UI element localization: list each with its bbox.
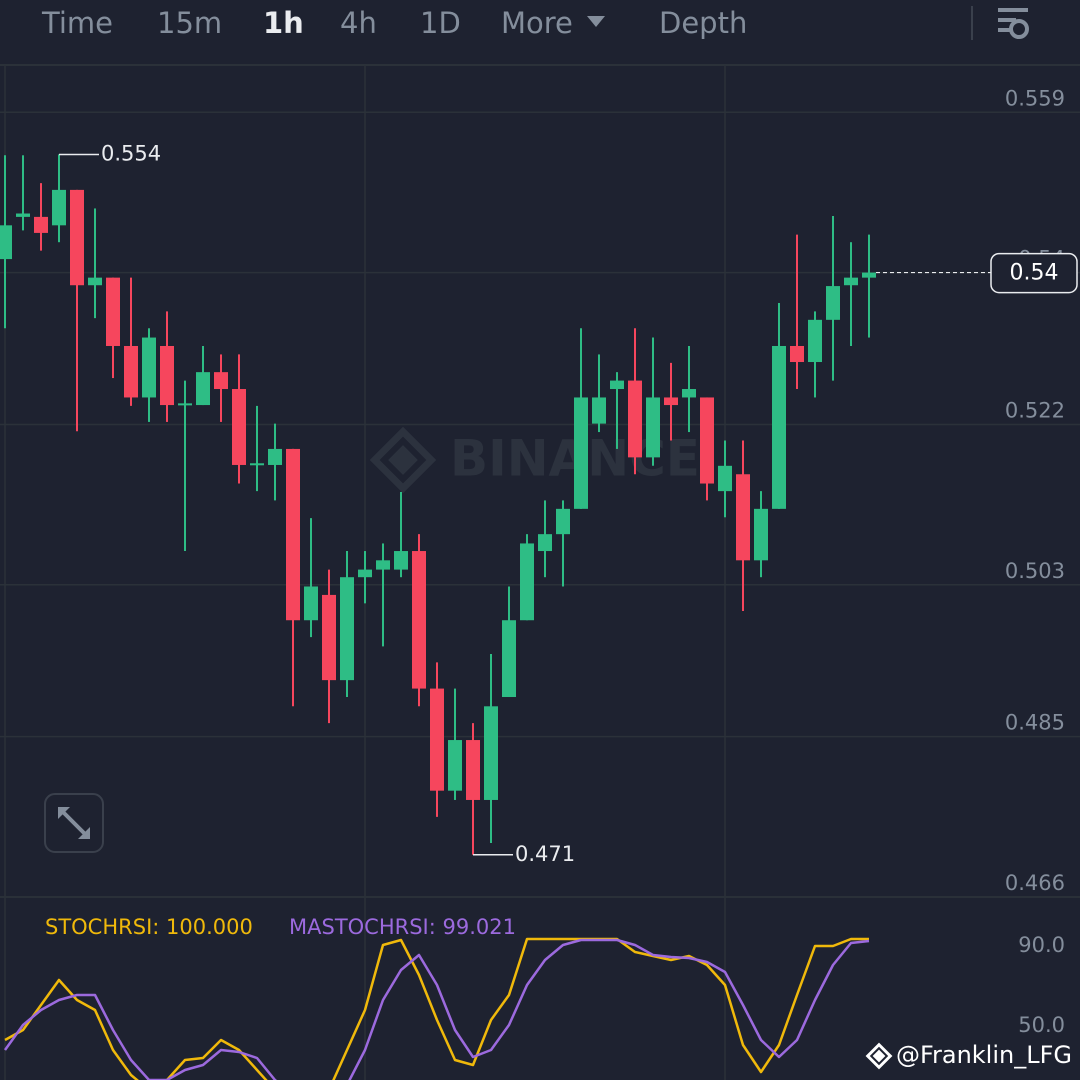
candle-body bbox=[142, 337, 156, 398]
price-panel: 0.5590.540.5220.5030.4850.4660.5540.4710… bbox=[0, 86, 1080, 898]
y-tick-label: 0.466 bbox=[1005, 871, 1065, 895]
legend-entry: MASTOCHRSI: 99.021 bbox=[289, 915, 516, 939]
candle-body bbox=[16, 213, 30, 217]
candle-body bbox=[358, 569, 372, 578]
last-price-box bbox=[990, 252, 1078, 294]
tab[interactable]: Depth bbox=[659, 6, 747, 40]
candle-body bbox=[430, 688, 444, 791]
candle-body bbox=[718, 465, 732, 492]
candle-body bbox=[394, 551, 408, 570]
candle-body bbox=[412, 551, 426, 689]
tab[interactable]: 1D bbox=[420, 6, 461, 40]
last-price-label: 0.54 bbox=[1010, 261, 1059, 286]
y-tick-label: 0.503 bbox=[1005, 559, 1065, 583]
y-tick-label: 0.485 bbox=[1005, 711, 1065, 735]
candle-body bbox=[628, 380, 642, 458]
candle-body bbox=[772, 345, 786, 509]
candle-body bbox=[214, 372, 228, 390]
toolbar: Time 15m 1h 4h 1D More Depth bbox=[0, 6, 1080, 66]
candle-body bbox=[322, 594, 336, 681]
candle-body bbox=[646, 397, 660, 458]
candle-body bbox=[304, 586, 318, 621]
dropdown-arrow bbox=[587, 16, 605, 27]
indicator-panel: 90.0 50.0 STOCHRSI: 100.000 MASTOCHRSI: 99.… bbox=[3, 915, 1065, 1080]
candle-body bbox=[160, 345, 174, 406]
candle-body bbox=[448, 740, 462, 791]
candle-body bbox=[34, 216, 48, 233]
annotation-label: 0.554 bbox=[101, 141, 161, 165]
candle-body bbox=[88, 277, 102, 286]
candle-body bbox=[790, 345, 804, 363]
candle-body bbox=[520, 543, 534, 621]
lines bbox=[3, 937, 870, 1080]
candle-body bbox=[484, 706, 498, 800]
candle-body bbox=[376, 560, 390, 570]
tab[interactable]: More bbox=[501, 6, 573, 40]
candle-body bbox=[556, 508, 570, 535]
annotation-label: 0.471 bbox=[515, 842, 575, 866]
indicator-line bbox=[3, 938, 870, 1080]
indicator-line bbox=[4, 937, 869, 1080]
settings-icon[interactable] bbox=[998, 8, 1029, 39]
candle-body bbox=[340, 577, 354, 681]
y-tick-label: 50.0 bbox=[1018, 1013, 1065, 1037]
y-tick-label: 0.559 bbox=[1005, 86, 1065, 110]
candle-body bbox=[268, 448, 282, 465]
candle-body bbox=[574, 397, 588, 509]
candle-body bbox=[52, 189, 66, 226]
y-tick-label: 0.522 bbox=[1005, 398, 1065, 422]
candle-body bbox=[286, 448, 300, 621]
candle-body bbox=[250, 463, 264, 466]
candles bbox=[0, 154, 876, 855]
candle-body bbox=[700, 397, 714, 484]
legend-entry: STOCHRSI: 100.000 bbox=[45, 915, 253, 939]
candle-body bbox=[106, 277, 120, 346]
candle-body bbox=[466, 740, 480, 800]
candle-body bbox=[826, 286, 840, 320]
candle-body bbox=[70, 189, 84, 286]
tab[interactable]: 4h bbox=[340, 6, 377, 40]
candle-body bbox=[232, 389, 246, 465]
candle-body bbox=[610, 380, 624, 390]
candle-body bbox=[844, 277, 858, 286]
credit-text: @Franklin_LFG bbox=[896, 1041, 1072, 1069]
candle-body bbox=[0, 225, 12, 260]
candle-body bbox=[124, 345, 138, 398]
candle-body bbox=[754, 508, 768, 561]
candle-body bbox=[502, 620, 516, 698]
credit: @Franklin_LFG bbox=[865, 1041, 1072, 1070]
candle-body bbox=[736, 474, 750, 561]
y-tick-label: 90.0 bbox=[1018, 933, 1065, 957]
candle-body bbox=[862, 272, 876, 278]
candle-body bbox=[808, 319, 822, 363]
tab-active[interactable]: 1h bbox=[263, 6, 304, 40]
candle-body bbox=[538, 534, 552, 552]
candle-body bbox=[592, 397, 606, 424]
tab[interactable]: Time bbox=[41, 6, 113, 40]
candle-body bbox=[178, 403, 192, 406]
candle-body bbox=[196, 372, 210, 406]
tab[interactable]: 15m bbox=[157, 6, 222, 40]
candle-body bbox=[664, 397, 678, 406]
candle-body bbox=[682, 389, 696, 398]
expand-button[interactable] bbox=[44, 793, 104, 853]
